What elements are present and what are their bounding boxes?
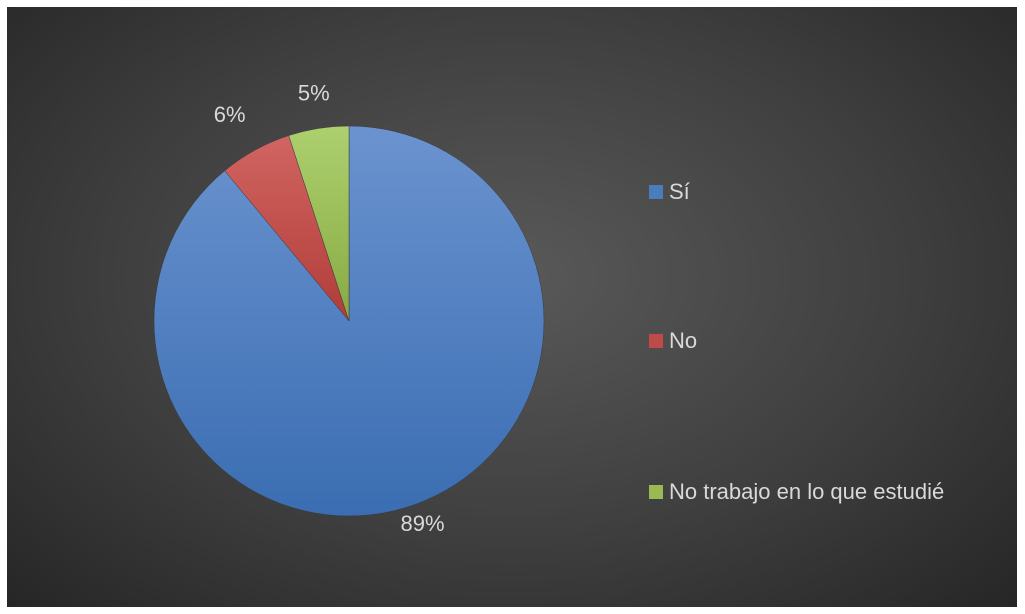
legend-item-si[interactable]: Sí xyxy=(649,179,690,205)
legend-label-no: No xyxy=(669,328,698,353)
legend-swatch-no xyxy=(649,334,663,348)
pie-slice-no-trabajo[interactable] xyxy=(288,125,350,322)
pie-data-labels: 89% 6% 5% xyxy=(214,81,445,536)
pie-slices xyxy=(153,125,545,517)
data-label-si: 89% xyxy=(400,511,444,536)
legend-label-no-trabajo: No trabajo en lo que estudié xyxy=(669,479,945,504)
legend: Sí No No trabajo en lo que estudié xyxy=(649,7,1009,607)
chart-area: 89% 6% 5% Sí No No trabajo en lo que estud… xyxy=(7,7,1017,607)
pie-chart: 89% 6% 5% xyxy=(153,81,545,536)
data-label-no-trabajo: 5% xyxy=(298,81,330,106)
legend-item-no[interactable]: No xyxy=(649,328,697,354)
legend-swatch-no-trabajo xyxy=(649,485,663,499)
legend-swatch-si xyxy=(649,185,663,199)
legend-item-no-trabajo[interactable]: No trabajo en lo que estudié xyxy=(649,479,944,505)
data-label-no: 6% xyxy=(214,102,246,127)
legend-label-si: Sí xyxy=(669,179,690,204)
